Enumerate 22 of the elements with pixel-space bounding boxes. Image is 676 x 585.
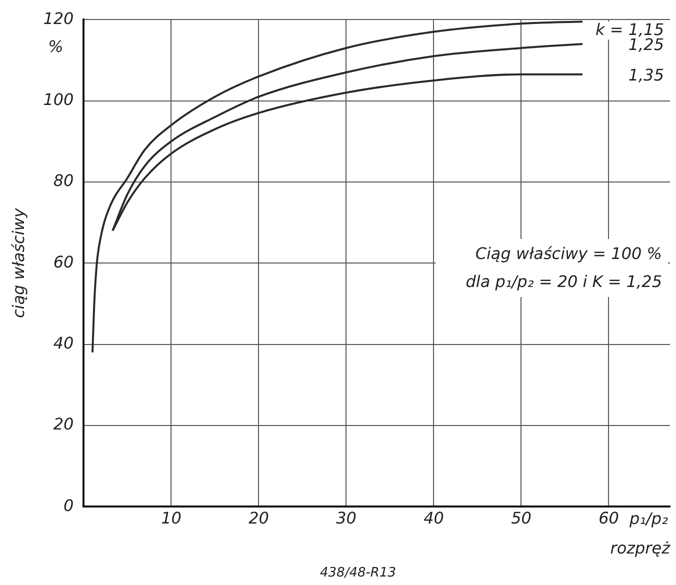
annotation: Ciąg właściwy = 100 % bbox=[475, 244, 662, 264]
x-tick-label: 60 bbox=[598, 508, 619, 528]
y-tick-label: 120 bbox=[43, 8, 74, 28]
y-tick-label: 40 bbox=[53, 333, 74, 352]
y-tick-label: 60 bbox=[53, 252, 74, 272]
y-tick-label: 20 bbox=[53, 414, 74, 434]
text: p₁/p₂ bbox=[628, 508, 669, 528]
x-tick-label: 10 bbox=[161, 508, 182, 528]
x-tick-label: 50 bbox=[511, 508, 532, 528]
x-axis-title: rozpręż bbox=[610, 538, 671, 558]
text: 438/48-R13 bbox=[320, 565, 396, 580]
series-label: k = 1,15 bbox=[596, 20, 664, 39]
x-tick-label: 20 bbox=[248, 508, 269, 528]
x-tick-label: 30 bbox=[336, 508, 356, 528]
y-tick-label: 0 bbox=[64, 496, 74, 515]
annotation: dla p₁/p₂ = 20 i K = 1,25 bbox=[466, 272, 662, 292]
text: 1,35 bbox=[628, 66, 664, 85]
y-tick-label: 100 bbox=[43, 90, 74, 109]
text: % bbox=[48, 36, 64, 56]
y-axis-title: ciąg właściwy bbox=[8, 208, 28, 318]
x-tick-label: 40 bbox=[424, 508, 444, 528]
y-tick-label: 80 bbox=[53, 171, 74, 190]
